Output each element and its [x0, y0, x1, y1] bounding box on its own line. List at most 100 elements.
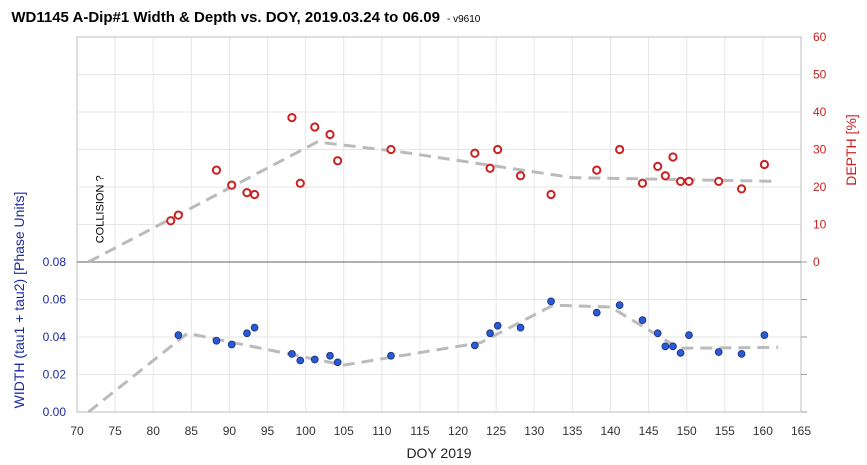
depth-point [173, 210, 183, 220]
width-tick-label: 0.02 [43, 368, 67, 382]
width-point [669, 342, 677, 351]
depth-tick-label: 10 [813, 218, 827, 232]
collision-annotation: COLLISION ? [95, 175, 107, 243]
x-tick-label: 75 [108, 424, 122, 438]
depth-point [684, 176, 694, 186]
x-tick-label: 100 [296, 424, 316, 438]
depth-point [592, 165, 602, 175]
x-tick-label: 125 [486, 424, 506, 438]
width-trend-line [87, 303, 779, 414]
width-point [387, 351, 395, 360]
width-point [493, 321, 502, 330]
width-point [250, 323, 259, 332]
depth-point [736, 184, 747, 194]
gridlines [76, 37, 807, 413]
width-point [174, 331, 183, 339]
width-point [676, 349, 685, 357]
x-tick-label: 105 [334, 424, 354, 438]
width-point [661, 342, 670, 351]
depth-point [249, 189, 260, 200]
width-point [653, 329, 662, 338]
depth-point [333, 156, 343, 166]
depth-point [660, 171, 670, 181]
depth-point [714, 176, 724, 186]
depth-point [615, 144, 625, 155]
depth-point [759, 159, 770, 170]
x-tick-label: 80 [147, 424, 161, 438]
width-point [592, 308, 601, 317]
depth-point [515, 171, 526, 181]
width-point [243, 329, 251, 338]
x-tick-label: 160 [753, 424, 773, 438]
x-tick-label: 145 [639, 424, 659, 438]
data-points [166, 113, 770, 367]
depth-trend-line [87, 140, 779, 264]
depth-tick-label: 60 [813, 30, 827, 44]
x-tick-label: 155 [715, 424, 735, 438]
depth-point [310, 122, 320, 132]
width-point [212, 336, 221, 345]
width-tick-label: 0.06 [43, 293, 67, 307]
depth-point [227, 180, 237, 190]
depth-point [653, 161, 663, 171]
width-point [760, 331, 769, 339]
width-tick-label: 0.08 [43, 255, 67, 269]
width-tick-label: 0.04 [43, 330, 67, 344]
x-tick-label: 95 [261, 424, 275, 438]
width-point [333, 358, 342, 367]
depth-point [485, 163, 495, 173]
depth-point [166, 216, 176, 226]
width-point [685, 331, 693, 339]
chart-subtitle: - v9610 [447, 14, 481, 25]
width-point [516, 323, 525, 332]
depth-point [211, 165, 222, 175]
width-point [638, 316, 647, 324]
x-tick-label: 140 [600, 424, 620, 438]
x-tick-label: 110 [372, 424, 391, 438]
depth-tick-label: 50 [813, 68, 827, 82]
width-point [615, 301, 624, 309]
depth-point [470, 148, 480, 158]
depth-point [295, 178, 305, 188]
x-tick-label: 120 [448, 424, 468, 438]
depth-point [668, 152, 678, 162]
tick-labels: 70 75 80 85 90 95 100 105 110 115 120 125 130 135 140 1… [43, 30, 827, 438]
x-tick-label: 165 [791, 424, 811, 438]
x-axis-label: DOY 2019 [406, 445, 471, 461]
plot-frame [76, 36, 802, 413]
depth-point [386, 144, 396, 155]
depth-point [493, 144, 503, 155]
depth-point [675, 176, 686, 186]
width-point [547, 297, 555, 306]
depth-point [546, 189, 556, 200]
width-point [288, 350, 296, 358]
depth-axis-label: DEPTH [%] [843, 114, 859, 186]
x-tick-label: 135 [562, 424, 582, 438]
width-point [296, 356, 305, 365]
width-point [310, 355, 319, 364]
depth-tick-label: 30 [813, 143, 827, 157]
x-tick-label: 150 [677, 424, 697, 438]
width-point [486, 329, 494, 338]
chart-title: WD1145 A-Dip#1 Width & Depth vs. DOY, 20… [11, 9, 440, 26]
x-tick-label: 70 [70, 424, 84, 438]
width-point [326, 351, 334, 360]
depth-point [287, 113, 297, 123]
x-tick-label: 90 [223, 424, 237, 438]
depth-tick-label: 0 [813, 255, 820, 269]
x-tick-label: 115 [410, 424, 429, 438]
width-point [227, 340, 236, 349]
width-axis-label: WIDTH (tau1 + tau2) [Phase Units] [11, 192, 27, 409]
width-point [714, 348, 723, 356]
width-point [470, 341, 479, 350]
depth-tick-label: 40 [813, 105, 827, 119]
x-tick-label: 85 [185, 424, 199, 438]
width-point [737, 350, 746, 358]
depth-tick-label: 20 [813, 180, 827, 194]
depth-point [637, 178, 648, 188]
depth-point [325, 129, 335, 140]
width-tick-label: 0.00 [43, 405, 67, 419]
x-tick-label: 130 [524, 424, 544, 438]
trend-lines [87, 140, 779, 414]
